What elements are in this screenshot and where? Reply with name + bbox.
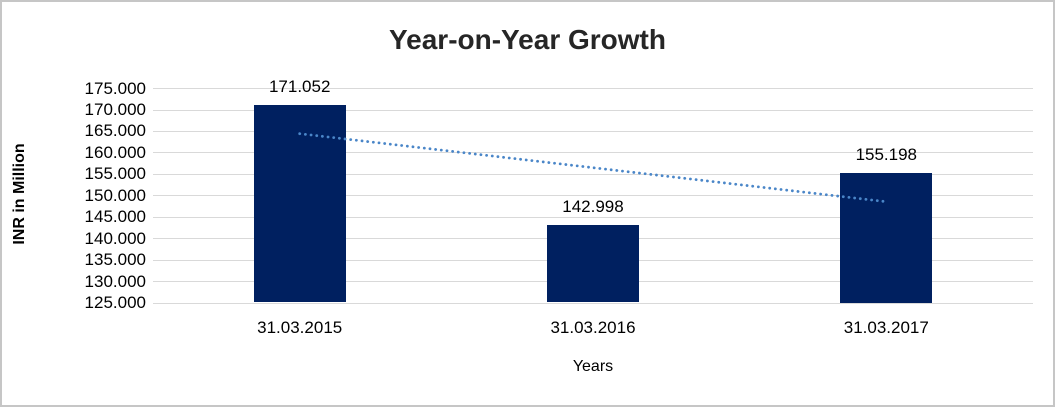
y-tick-label: 175.000	[84, 78, 146, 98]
y-tick-label: 125.000	[84, 293, 146, 312]
bar-data-label: 171.052	[268, 76, 331, 96]
y-tick-label: 155.000	[84, 164, 146, 184]
bar-31.03.2016	[547, 225, 639, 303]
y-tick-label: 135.000	[84, 250, 146, 270]
gridline	[153, 302, 1033, 304]
gridline	[153, 88, 1033, 89]
y-axis-title: INR in Million	[11, 143, 28, 245]
y-tick-label: 160.000	[84, 142, 146, 162]
y-tick-label: 145.000	[84, 207, 146, 227]
gridline	[153, 109, 1033, 111]
y-tick-label: 170.000	[84, 100, 146, 119]
y-tick-label: 150.000	[84, 185, 146, 205]
x-category-label: 31.03.2015	[257, 317, 343, 337]
bar-data-label: 142.998	[562, 197, 624, 217]
gridline	[153, 130, 1033, 132]
chart-title: Year-on-Year Growth	[389, 24, 666, 55]
y-tick-label: 140.000	[84, 228, 146, 248]
bar-31.03.2015	[253, 104, 346, 303]
x-category-label: 31.03.2016	[550, 317, 636, 337]
bar-data-label: 155.198	[855, 145, 918, 164]
gridline	[153, 216, 1033, 218]
x-category-label: 31.03.2017	[843, 317, 929, 337]
x-axis-title: Years	[572, 358, 614, 375]
y-tick-label: 165.000	[84, 121, 146, 141]
bar-31.03.2017	[840, 173, 933, 303]
y-tick-label: 130.000	[84, 271, 146, 291]
